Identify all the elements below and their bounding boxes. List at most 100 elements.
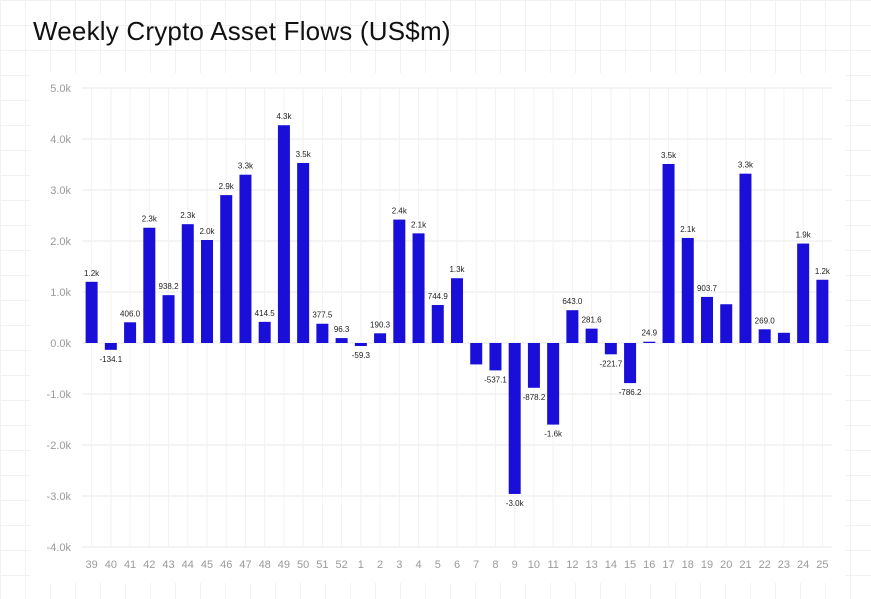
y-tick-label: 0.0k	[50, 338, 71, 350]
x-tick-label: 16	[643, 559, 655, 571]
bar-8	[489, 343, 502, 371]
data-label: 96.3	[334, 325, 350, 334]
x-tick-label: 47	[239, 559, 251, 571]
bar-7	[470, 343, 483, 365]
x-tick-label: 18	[682, 559, 694, 571]
bar-25	[816, 279, 829, 343]
bar-14	[604, 343, 617, 355]
x-tick-label: 46	[220, 559, 232, 571]
data-label: -878.2	[523, 393, 546, 402]
x-tick-label: 7	[473, 559, 479, 571]
x-tick-label: 20	[720, 559, 732, 571]
x-tick-label: 39	[85, 559, 97, 571]
data-label: 744.9	[428, 292, 449, 301]
data-label: 190.3	[370, 320, 391, 329]
bar-40	[104, 343, 117, 350]
x-tick-label: 40	[105, 559, 117, 571]
x-tick-label: 9	[512, 559, 518, 571]
x-tick-label: 2	[377, 559, 383, 571]
data-label: 1.2k	[84, 269, 100, 278]
bar-10	[527, 343, 540, 388]
bar-39	[85, 281, 98, 343]
data-label: 406.0	[120, 309, 141, 318]
x-tick-label: 21	[739, 559, 751, 571]
x-tick-label: 51	[316, 559, 328, 571]
bar-19	[701, 296, 713, 343]
bar-43	[162, 295, 175, 343]
bar-45	[201, 239, 213, 343]
data-label: -1.6k	[544, 430, 563, 439]
x-tick-label: 11	[547, 559, 558, 571]
data-label: 3.5k	[661, 151, 677, 160]
chart-title: Weekly Crypto Asset Flows (US$m)	[33, 16, 451, 46]
x-tick-label: 43	[162, 559, 174, 571]
data-label: 1.9k	[796, 231, 812, 240]
x-tick-label: 1	[358, 559, 364, 571]
bar-23	[777, 332, 790, 343]
bar-4	[412, 233, 425, 343]
x-tick-label: 10	[528, 559, 540, 571]
bar-13	[585, 328, 598, 343]
y-tick-label: -1.0k	[47, 389, 72, 401]
data-label: 2.3k	[180, 211, 196, 220]
data-label: 269.0	[755, 316, 776, 325]
data-label: 1.3k	[449, 265, 465, 274]
x-tick-label: 49	[278, 559, 290, 571]
x-tick-label: 14	[605, 559, 617, 571]
x-tick-label: 24	[797, 559, 809, 571]
data-label: 3.5k	[296, 150, 312, 159]
data-label: 3.3k	[238, 162, 254, 171]
bar-20	[720, 304, 733, 343]
x-tick-label: 19	[701, 559, 713, 571]
bar-52	[335, 338, 348, 343]
data-label: 281.6	[582, 316, 603, 325]
x-tick-label: 48	[259, 559, 271, 571]
y-tick-label: 2.0k	[50, 236, 71, 248]
x-tick-label: 4	[415, 559, 421, 571]
data-label: 3.3k	[738, 161, 754, 170]
y-tick-label: -2.0k	[47, 440, 72, 452]
y-tick-label: -4.0k	[47, 542, 72, 554]
x-tick-label: 17	[662, 559, 674, 571]
y-tick-label: 5.0k	[50, 83, 71, 95]
x-tick-label: 15	[624, 559, 636, 571]
bar-12	[566, 310, 579, 343]
bar-42	[143, 227, 156, 343]
bar-49	[277, 125, 290, 343]
bar-3	[393, 219, 406, 343]
bar-9	[508, 343, 521, 494]
data-label: 1.2k	[815, 267, 831, 276]
x-tick-label: 8	[492, 559, 498, 571]
data-label: 4.3k	[276, 112, 292, 121]
bar-47	[239, 174, 252, 343]
bar-18	[681, 237, 694, 343]
data-label: 2.4k	[392, 207, 408, 216]
data-label: -786.2	[619, 388, 642, 397]
x-tick-label: 3	[396, 559, 402, 571]
x-tick-label: 25	[816, 559, 828, 571]
y-tick-label: 3.0k	[50, 185, 71, 197]
x-tick-label: 50	[297, 559, 309, 571]
bar-17	[662, 163, 675, 343]
bar-5	[431, 305, 444, 343]
y-tick-label: 1.0k	[50, 287, 71, 299]
data-label: 2.3k	[142, 215, 158, 224]
bar-6	[451, 278, 463, 343]
x-tick-label: 45	[201, 559, 213, 571]
x-tick-label: 22	[759, 559, 771, 571]
data-label: -3.0k	[506, 499, 525, 508]
bar-11	[547, 343, 560, 425]
data-label: 2.0k	[199, 227, 215, 236]
data-label: 24.9	[642, 329, 658, 338]
bar-22	[758, 329, 771, 343]
data-label: 2.9k	[219, 182, 235, 191]
data-label: 377.5	[312, 311, 333, 320]
data-label: -537.1	[484, 375, 507, 384]
data-label: 414.5	[255, 309, 276, 318]
x-tick-label: 42	[143, 559, 155, 571]
bar-48	[258, 321, 271, 343]
y-tick-label: -3.0k	[47, 491, 72, 503]
data-label: 2.1k	[680, 225, 696, 234]
y-tick-label: 4.0k	[50, 134, 71, 146]
